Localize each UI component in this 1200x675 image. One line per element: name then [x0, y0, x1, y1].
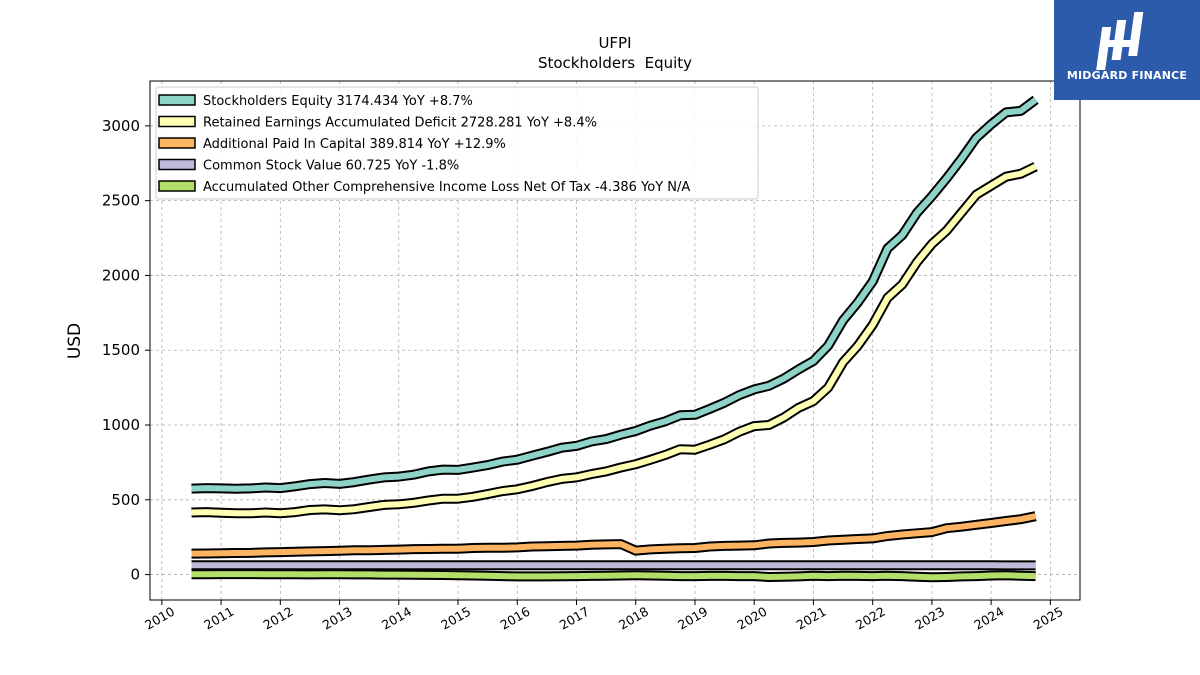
series-line-fill	[191, 97, 1038, 492]
x-tick-label: 2013	[320, 604, 355, 633]
y-tick-label: 3000	[102, 117, 140, 135]
legend-swatch	[158, 94, 196, 106]
x-tick-label: 2015	[438, 604, 473, 633]
x-tick-label: 2011	[201, 604, 236, 633]
legend-entry: Additional Paid In Capital 389.814 YoY +…	[203, 137, 506, 152]
series-line-2	[191, 162, 1038, 519]
y-axis-label: USD	[65, 323, 85, 359]
x-tick-label: 2012	[261, 604, 296, 633]
legend-swatch	[158, 158, 196, 171]
legend-entry: Stockholders Equity 3174.434 YoY +8.7%	[203, 94, 473, 109]
series-line-fill	[191, 163, 1037, 517]
legend-entry: Accumulated Other Comprehensive Income L…	[203, 180, 690, 195]
x-tick-label: 2025	[1031, 604, 1066, 633]
x-tick-label: 2014	[379, 604, 414, 633]
legend-box	[155, 86, 759, 200]
x-tick-label: 2024	[971, 604, 1006, 633]
x-tick-label: 2021	[794, 604, 829, 633]
x-tick-label: 2016	[497, 604, 532, 633]
series-line-5	[191, 569, 1036, 583]
legend-entry: Common Stock Value 60.725 YoY -1.8%	[203, 159, 459, 174]
legend-swatch	[158, 137, 196, 149]
y-tick-label: 0	[130, 566, 140, 584]
x-tick-label: 2017	[557, 604, 592, 633]
legend: Stockholders Equity 3174.434 YoY +8.7% Re…	[155, 86, 759, 200]
x-tick-label: 2018	[616, 604, 651, 633]
y-tick-label: 2000	[102, 266, 140, 284]
y-tick-label: 500	[111, 491, 140, 509]
x-tick-label: 2023	[912, 604, 947, 633]
series-line-fill	[191, 571, 1036, 581]
midgard-finance-logo: MIDGARD FINANCE	[1054, 0, 1200, 100]
series-line-3	[191, 511, 1037, 559]
y-tick-label: 1500	[102, 341, 140, 359]
legend-swatch	[158, 180, 196, 192]
legend-entry: Retained Earnings Accumulated Deficit 27…	[203, 116, 597, 131]
y-tick-label: 1000	[102, 416, 140, 434]
chart-subtitle: Stockholders Equity	[538, 54, 692, 72]
x-tick-label: 2010	[142, 604, 177, 633]
x-tick-label: 2019	[675, 604, 710, 633]
series-layer	[191, 95, 1039, 583]
x-tick-label: 2022	[853, 604, 888, 633]
plot-frame	[149, 80, 1081, 601]
y-tick-label: 2500	[102, 192, 140, 210]
x-tick-label: 2020	[734, 604, 769, 633]
series-line-1	[191, 95, 1039, 494]
midgard-finance-logo-icon	[1096, 12, 1144, 70]
chart-title: UFPI	[598, 34, 631, 52]
series-line-fill	[191, 513, 1037, 557]
legend-swatch	[158, 115, 196, 128]
logo-text: MIDGARD FINANCE	[1066, 69, 1188, 82]
